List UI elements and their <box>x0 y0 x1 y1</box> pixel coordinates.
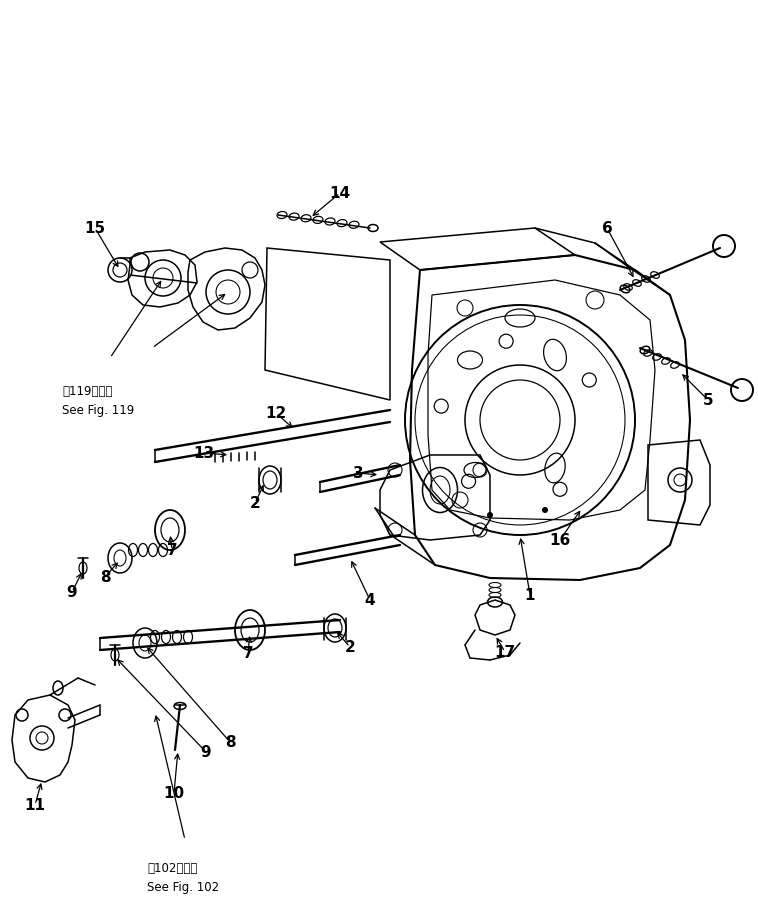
Text: 3: 3 <box>352 466 363 480</box>
Text: 9: 9 <box>67 584 77 600</box>
Text: 2: 2 <box>345 639 356 655</box>
Text: 17: 17 <box>494 645 515 659</box>
Text: 7: 7 <box>167 542 177 558</box>
Text: 15: 15 <box>84 221 105 236</box>
Circle shape <box>542 507 548 513</box>
Text: 13: 13 <box>193 446 215 460</box>
Text: 7: 7 <box>243 645 253 660</box>
Text: 8: 8 <box>100 570 111 584</box>
Text: 8: 8 <box>224 734 235 750</box>
Text: 5: 5 <box>703 393 713 407</box>
Text: 12: 12 <box>265 405 287 421</box>
Text: 1: 1 <box>525 587 535 603</box>
Text: 9: 9 <box>201 744 211 760</box>
Text: 4: 4 <box>365 593 375 607</box>
Circle shape <box>487 512 493 518</box>
Text: 10: 10 <box>164 785 184 801</box>
Text: 6: 6 <box>602 221 612 236</box>
Text: 16: 16 <box>550 532 571 548</box>
Text: 11: 11 <box>24 797 45 813</box>
Text: 第119図参照
See Fig. 119: 第119図参照 See Fig. 119 <box>62 385 134 417</box>
Text: 2: 2 <box>249 496 261 510</box>
Text: 第102図参照
See Fig. 102: 第102図参照 See Fig. 102 <box>147 862 219 894</box>
Text: 14: 14 <box>330 185 350 201</box>
